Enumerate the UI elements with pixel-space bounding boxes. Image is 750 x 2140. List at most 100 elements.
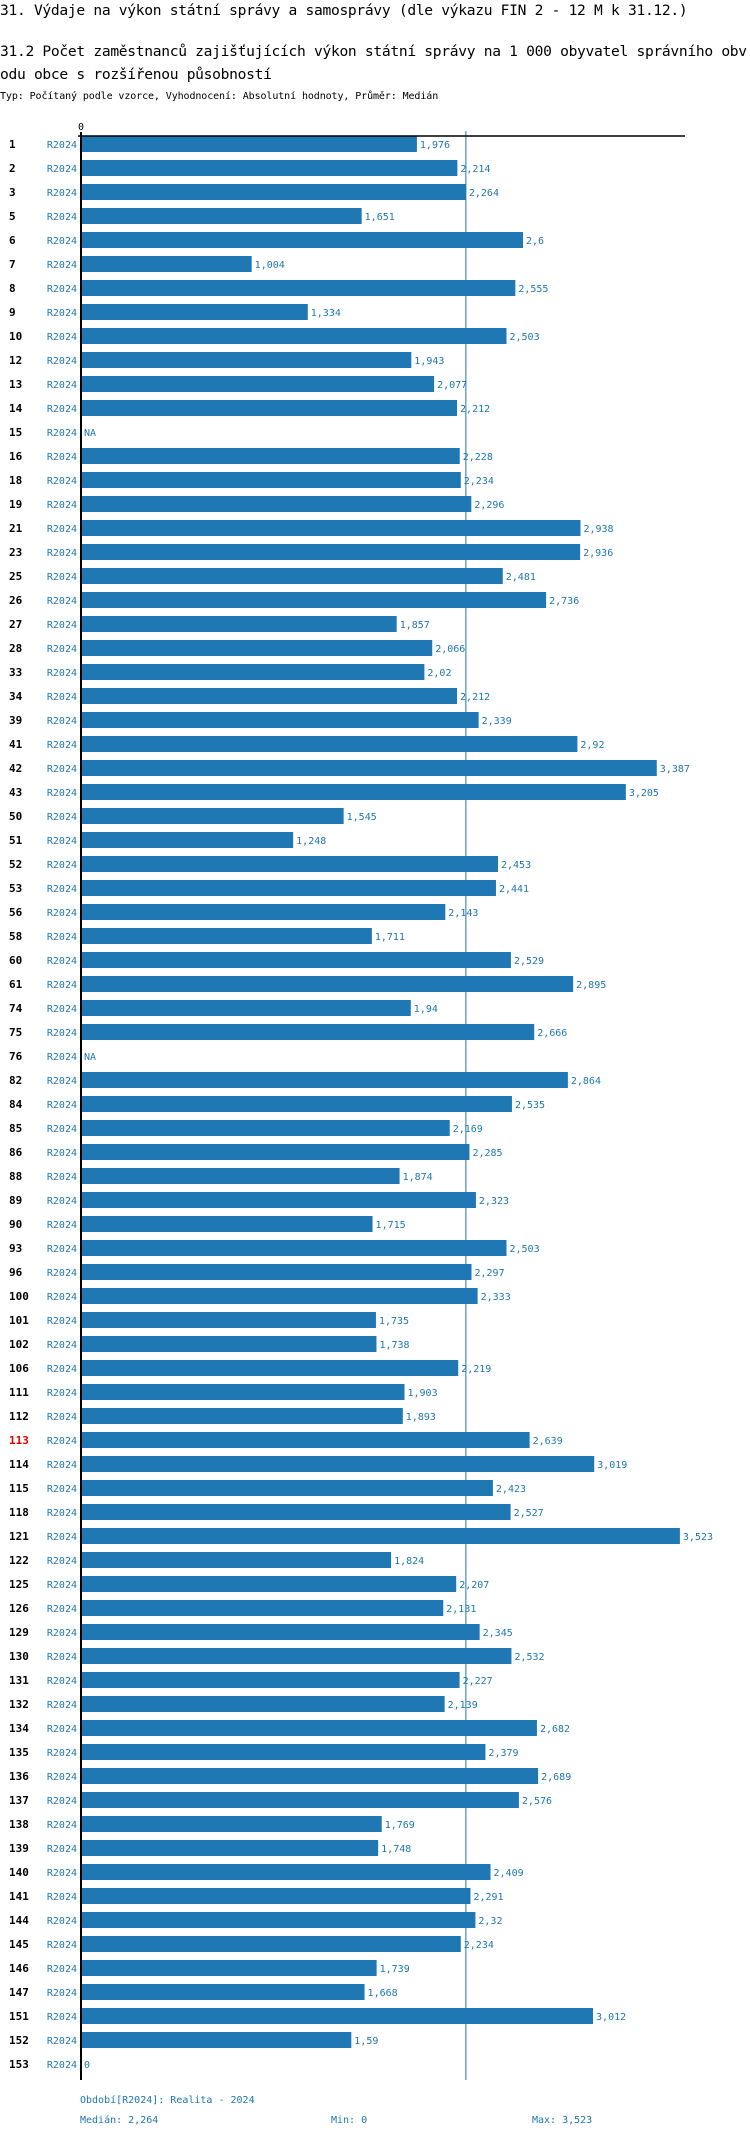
- value-label: 1,94: [414, 1004, 438, 1015]
- chart-row: 84 R2024 2,535: [9, 1096, 545, 1112]
- category-label: 25: [9, 570, 22, 583]
- bar: [81, 1624, 480, 1640]
- value-label: 3,019: [597, 1460, 627, 1471]
- value-label: 1,903: [408, 1388, 438, 1399]
- period-label: R2024: [47, 596, 77, 607]
- bar: [81, 832, 294, 848]
- category-label: 56: [9, 906, 23, 919]
- chart-row: 90 R2024 1,715: [9, 1216, 406, 1232]
- period-label: R2024: [47, 908, 77, 919]
- period-label: R2024: [47, 620, 77, 631]
- category-label: 19: [9, 498, 22, 511]
- category-label: 135: [9, 1746, 29, 1759]
- value-label: 2,481: [506, 572, 536, 583]
- value-label: 2,409: [494, 1868, 524, 1879]
- value-label: 2,214: [460, 164, 490, 175]
- bar: [81, 232, 523, 248]
- period-label: R2024: [47, 2036, 77, 2047]
- bar: [81, 208, 362, 224]
- chart-row: 76 R2024 NA: [9, 1050, 96, 1063]
- chart-row: 145 R2024 2,234: [9, 1936, 494, 1952]
- value-label: 2,339: [482, 716, 512, 727]
- chart-row: 7 R2024 1,004: [9, 256, 285, 272]
- value-label: 2,143: [448, 908, 478, 919]
- period-label: R2024: [47, 884, 77, 895]
- value-label: 1,893: [406, 1412, 436, 1423]
- bar: [81, 1336, 377, 1352]
- period-label: R2024: [47, 1292, 77, 1303]
- bar: [81, 1192, 476, 1208]
- period-label: R2024: [47, 1628, 77, 1639]
- chart-row: 140 R2024 2,409: [9, 1864, 524, 1880]
- chart-row: 106 R2024 2,219: [9, 1360, 491, 1376]
- chart-row: 26 R2024 2,736: [9, 592, 579, 608]
- category-label: 126: [9, 1602, 29, 1615]
- chart-row: 122 R2024 1,824: [9, 1552, 424, 1568]
- value-label: 2,02: [427, 668, 451, 679]
- bar: [81, 1936, 461, 1952]
- chart-row: 12 R2024 1,943: [9, 352, 444, 368]
- bar: [81, 1216, 373, 1232]
- chart-row: 3 R2024 2,264: [9, 184, 499, 200]
- category-label: 61: [9, 978, 23, 991]
- chart-row: 86 R2024 2,285: [9, 1144, 503, 1160]
- value-label: 2,666: [537, 1028, 567, 1039]
- bar: [81, 400, 458, 416]
- value-label: 2,864: [571, 1076, 601, 1087]
- period-label: R2024: [47, 1412, 77, 1423]
- bar: [81, 1816, 382, 1832]
- period-label: R2024: [47, 1700, 77, 1711]
- value-label: 2,682: [540, 1724, 570, 1735]
- period-label: R2024: [47, 1388, 77, 1399]
- value-label: 1,739: [380, 1964, 410, 1975]
- category-label: 141: [9, 1890, 29, 1903]
- chart-row: 132 R2024 2,139: [9, 1696, 478, 1712]
- value-label: 1,976: [420, 140, 450, 151]
- bar: [81, 1648, 512, 1664]
- value-label: 1,59: [354, 2036, 378, 2047]
- value-label: 3,387: [660, 764, 690, 775]
- category-label: 23: [9, 546, 22, 559]
- bar: [81, 1120, 450, 1136]
- bar: [81, 1072, 568, 1088]
- value-label: 2,212: [460, 692, 490, 703]
- category-label: 27: [9, 618, 22, 631]
- category-label: 9: [9, 306, 16, 319]
- chart-row: 50 R2024 1,545: [9, 808, 377, 824]
- category-label: 5: [9, 210, 16, 223]
- category-label: 152: [9, 2034, 29, 2047]
- category-label: 12: [9, 354, 22, 367]
- value-label: 2,555: [518, 284, 548, 295]
- category-label: 100: [9, 1290, 29, 1303]
- period-label: R2024: [47, 1868, 77, 1879]
- period-label: R2024: [47, 1052, 77, 1063]
- chart-row: 18 R2024 2,234: [9, 472, 494, 488]
- period-label: R2024: [47, 1508, 77, 1519]
- chart-row: 6 R2024 2,6: [9, 232, 544, 248]
- period-label: R2024: [47, 1796, 77, 1807]
- chart-row: 74 R2024 1,94: [9, 1000, 438, 1016]
- category-label: 122: [9, 1554, 29, 1567]
- category-label: 111: [9, 1386, 29, 1399]
- chart-row: 2 R2024 2,214: [9, 160, 490, 176]
- chart-row: 82 R2024 2,864: [9, 1072, 601, 1088]
- value-label: 1,824: [394, 1556, 424, 1567]
- period-label: R2024: [47, 956, 77, 967]
- chart-row: 41 R2024 2,92: [9, 736, 604, 752]
- category-label: 129: [9, 1626, 29, 1639]
- bar: [81, 280, 516, 296]
- footer-median: Medián: 2,264: [80, 2115, 159, 2126]
- value-label: 3,205: [629, 788, 659, 799]
- category-label: 60: [9, 954, 22, 967]
- bar: [81, 1792, 519, 1808]
- period-label: R2024: [47, 2060, 77, 2071]
- period-label: R2024: [47, 1364, 77, 1375]
- chart-row: 111 R2024 1,903: [9, 1384, 438, 1400]
- category-label: 118: [9, 1506, 29, 1519]
- bar: [81, 1408, 403, 1424]
- footer-max: Max: 3,523: [532, 2115, 593, 2126]
- period-label: R2024: [47, 236, 77, 247]
- value-label: 2,234: [464, 1940, 494, 1951]
- value-label: 2,379: [488, 1748, 518, 1759]
- period-label: R2024: [47, 1268, 77, 1279]
